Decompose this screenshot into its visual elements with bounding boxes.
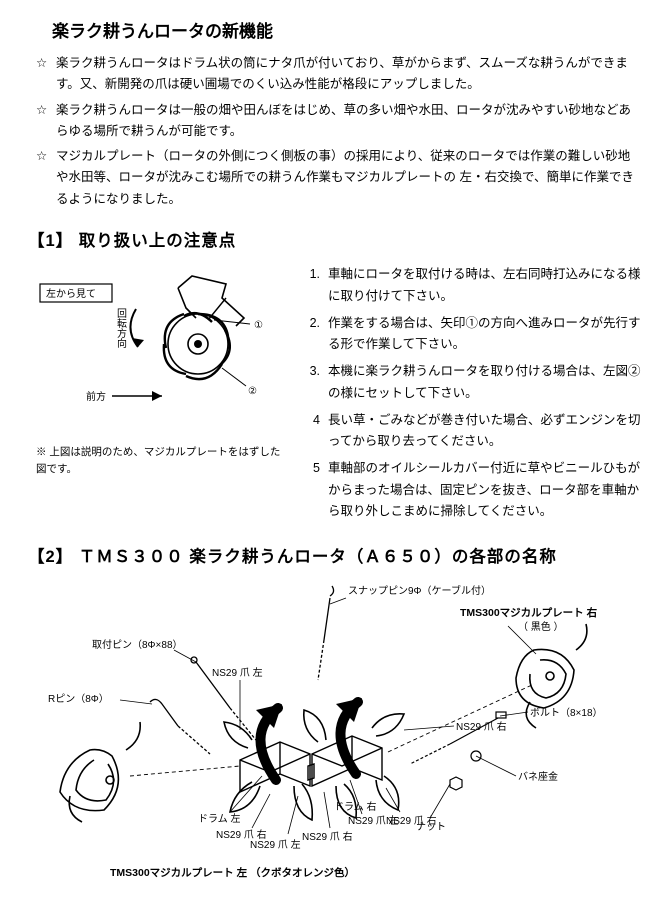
figure1-caption: ※ 上図は説明のため、マジカルプレートをはずした図です。 [28, 444, 288, 478]
label-bolt: ボルト（8×18） [530, 707, 603, 719]
item-text: 車軸にロータを取付ける時は、左右同時打込みになる様に取り付けて下さい。 [328, 264, 642, 307]
label-mp-right-color: （ 黒色 ） [518, 620, 564, 633]
label-r-pin: Rピン（8Φ） [48, 693, 109, 705]
caution-item: 4 長い草・ごみなどが巻き付いた場合、必ずエンジンを切ってから取り去ってください… [302, 410, 642, 453]
section2-heading: 【2】 ＴＭＳ３００ 楽ラク耕うんロータ（Ａ６５０）の各部の名称 [28, 544, 642, 570]
caution-list: 1. 車軸にロータを取付ける時は、左右同時打込みになる様に取り付けて下さい。 2… [302, 264, 642, 528]
fig1-callout-2: ② [248, 386, 257, 397]
label-snap-pin: スナップピン9Φ（ケーブル付） [348, 584, 491, 597]
caution-item: 5 車軸部のオイルシールカバー付近に草やビニールひもがからまった場合は、固定ピン… [302, 458, 642, 522]
item-text: 車軸部のオイルシールカバー付近に草やビニールひもがからまった場合は、固定ピンを抜… [328, 458, 642, 522]
label-mp-right: TMS300マジカルプレート 右 [460, 606, 598, 619]
rotor-drawing: ① ② [164, 276, 263, 397]
label-mp-left: TMS300マジカルプレート 左 （クボタオレンジ色） [110, 866, 355, 879]
figure2-svg: スナップピン9Φ（ケーブル付） TMS300マジカルプレート 右 （ 黒色 ） … [30, 580, 640, 890]
section1-heading: 【1】 取り扱い上の注意点 [28, 228, 642, 254]
item-number: 1. [302, 264, 328, 307]
feature-text: 楽ラク耕うんロータはドラム状の筒にナタ爪が付いており、草がからまず、スムーズな耕… [56, 53, 642, 96]
r-pin [150, 700, 210, 755]
star-icon: ☆ [36, 100, 56, 143]
item-text: 長い草・ごみなどが巻き付いた場合、必ずエンジンを切ってから取り去ってください。 [328, 410, 642, 453]
item-text: 作業をする場合は、矢印①の方向へ進みロータが先行する形で作業して下さい。 [328, 313, 642, 356]
star-icon: ☆ [36, 53, 56, 96]
fig1-callout-1: ① [254, 320, 263, 331]
section1-body: 左から見て 回転方向 [28, 264, 642, 528]
feature-item: ☆ 楽ラク耕うんロータはドラム状の筒にナタ爪が付いており、草がからまず、スムーズ… [36, 53, 642, 96]
feature-item: ☆ 楽ラク耕うんロータは一般の畑や田んぼをはじめ、草の多い畑や水田、ロータが沈み… [36, 100, 642, 143]
rotation-arrow-right [336, 698, 362, 774]
caution-item: 1. 車軸にロータを取付ける時は、左右同時打込みになる様に取り付けて下さい。 [302, 264, 642, 307]
page-title: 楽ラク耕うんロータの新機能 [52, 18, 642, 45]
magical-plate-left [60, 722, 140, 822]
feature-text: マジカルプレート（ロータの外側につく側板の事）の採用により、従来のロータでは作業… [56, 146, 642, 210]
leader-lines [120, 598, 536, 834]
snap-pin [318, 586, 334, 680]
figure1: 左から見て 回転方向 [28, 264, 288, 528]
fig1-front-label: 前方 [86, 390, 106, 403]
figure2: スナップピン9Φ（ケーブル付） TMS300マジカルプレート 右 （ 黒色 ） … [28, 580, 642, 890]
item-text: 本機に楽ラク耕うんロータを取り付ける場合は、左図②の様にセットして下さい。 [328, 361, 642, 404]
feature-item: ☆ マジカルプレート（ロータの外側につく側板の事）の採用により、従来のロータでは… [36, 146, 642, 210]
label-spring-washer: バネ座金 [518, 770, 558, 783]
item-number: 2. [302, 313, 328, 356]
fig1-rotation-label: 回転方向 [115, 308, 127, 348]
caution-item: 2. 作業をする場合は、矢印①の方向へ進みロータが先行する形で作業して下さい。 [302, 313, 642, 356]
label-drum-right: ドラム 右 [334, 800, 376, 813]
star-icon: ☆ [36, 146, 56, 210]
label-ns29-right-2: NS29 爪 右 [302, 830, 353, 843]
label-ns29-right-4: NS29 爪 右 [386, 814, 437, 827]
label-drum-left: ドラム 左 [198, 812, 240, 825]
item-number: 5 [302, 458, 328, 522]
item-number: 3. [302, 361, 328, 404]
label-ns29-right-1: NS29 爪 右 [456, 720, 507, 733]
feature-text: 楽ラク耕うんロータは一般の畑や田んぼをはじめ、草の多い畑や水田、ロータが沈みやす… [56, 100, 642, 143]
fig1-view-label: 左から見て [46, 287, 96, 300]
label-mount-pin: 取付ピン（8Φ×88） [92, 638, 183, 651]
feature-list: ☆ 楽ラク耕うんロータはドラム状の筒にナタ爪が付いており、草がからまず、スムーズ… [36, 53, 642, 210]
label-ns29-right-3: NS29 爪 右 [216, 828, 267, 841]
caution-item: 3. 本機に楽ラク耕うんロータを取り付ける場合は、左図②の様にセットして下さい。 [302, 361, 642, 404]
figure1-svg: 左から見て 回転方向 [28, 264, 288, 434]
label-ns29-left-1: NS29 爪 左 [212, 666, 263, 679]
item-number: 4 [302, 410, 328, 453]
